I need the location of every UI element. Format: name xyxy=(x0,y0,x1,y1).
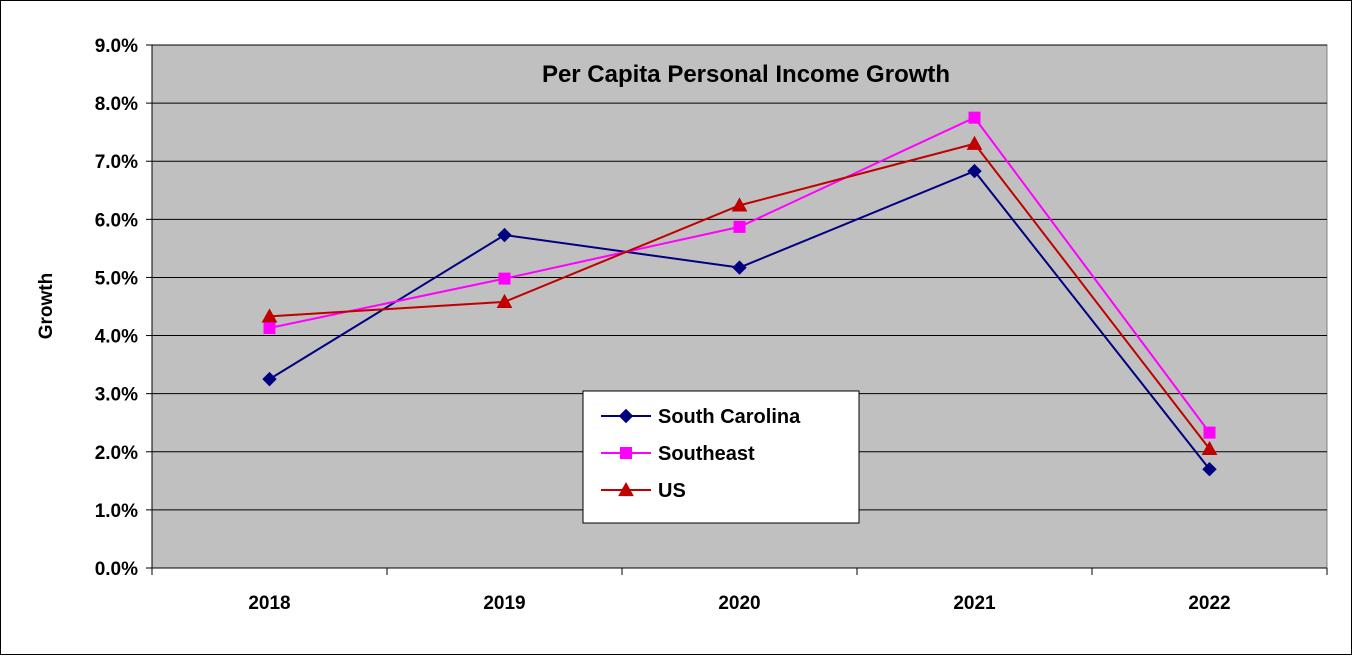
legend-item-south-carolina: South Carolina xyxy=(601,406,801,428)
y-tick-label: 1.0% xyxy=(95,501,138,522)
gridlines xyxy=(152,44,1327,511)
legend-swatch-marker xyxy=(618,408,634,424)
y-tick-label: 0.0% xyxy=(95,559,138,580)
x-tick-label: 2020 xyxy=(718,593,760,614)
data-point-southeast xyxy=(733,220,746,233)
legend-label: Southeast xyxy=(658,443,755,465)
x-tick-label: 2018 xyxy=(248,593,290,614)
data-point-southeast xyxy=(498,272,511,285)
data-point-southeast xyxy=(968,111,981,124)
data-point-us xyxy=(496,293,513,308)
y-tick-label: 4.0% xyxy=(95,327,138,348)
data-point-south-carolina xyxy=(1202,462,1217,477)
data-point-us xyxy=(261,308,278,323)
y-tick-label: 8.0% xyxy=(95,94,138,115)
data-point-us xyxy=(731,197,748,212)
axes: 0.0% 1.0% 2.0% 3.0% 4.0% 5.0% 6.0% 7.0% 8.0% 9.0%… xyxy=(95,36,1328,614)
y-tick-label: 6.0% xyxy=(95,210,138,231)
data-point-south-carolina xyxy=(967,163,982,179)
legend-item-us: US xyxy=(601,480,686,502)
data-point-southeast xyxy=(263,322,276,335)
data-point-us xyxy=(1201,440,1218,455)
y-axis-title: Growth xyxy=(36,273,57,340)
x-tick-label: 2022 xyxy=(1188,593,1230,614)
y-tick-label: 5.0% xyxy=(95,268,138,289)
data-point-south-carolina xyxy=(262,371,277,387)
legend-item-southeast: Southeast xyxy=(601,443,755,465)
series-south-carolina xyxy=(262,163,1217,477)
x-tick-label: 2019 xyxy=(483,593,525,614)
y-tick-label: 7.0% xyxy=(95,152,138,173)
y-tick-label: 2.0% xyxy=(95,443,138,464)
legend-swatch-marker xyxy=(618,481,634,497)
legend: South Carolina Southeast US xyxy=(582,390,860,524)
chart-title: Per Capita Personal Income Growth xyxy=(542,61,950,88)
legend-swatch-marker xyxy=(620,447,632,459)
series-us xyxy=(261,135,1218,455)
data-point-us xyxy=(966,135,983,150)
series-southeast xyxy=(263,111,1216,439)
y-tick-label: 3.0% xyxy=(95,385,138,406)
data-point-southeast xyxy=(1203,426,1216,439)
series-layer xyxy=(261,111,1218,477)
x-tick-label: 2021 xyxy=(953,593,996,614)
legend-label: US xyxy=(658,480,686,502)
data-point-south-carolina xyxy=(732,260,747,275)
y-tick-label: 9.0% xyxy=(95,36,138,57)
legend-label: South Carolina xyxy=(658,406,801,428)
data-point-south-carolina xyxy=(497,227,512,243)
